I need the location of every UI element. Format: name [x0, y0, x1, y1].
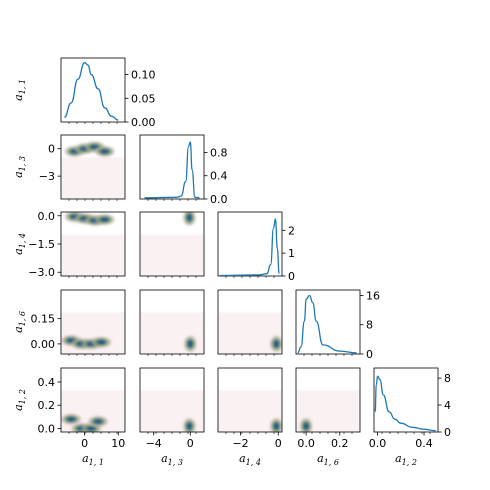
xtick-label-1-0: −4 — [146, 437, 162, 450]
ytick-label-1-0: 0 — [48, 143, 55, 156]
ytick-label-2-2: −3.0 — [28, 266, 55, 279]
joint-density-2-0 — [61, 212, 125, 276]
ytick-label-3-1: 0.00 — [31, 338, 56, 351]
yaxis-label-3: a1, 6 — [12, 311, 27, 333]
marginal-ytick-label-1-0: 0.0 — [210, 193, 228, 206]
marginal-ytick-label-0-2: 0.10 — [131, 69, 156, 82]
marginal-ytick-label-3-0: 0 — [366, 348, 373, 361]
marginal-ytick-label-2-0: 0 — [288, 270, 295, 283]
xtick-label-2-0: −2 — [232, 437, 248, 450]
xtick-label-0-1: 10 — [111, 437, 125, 450]
marginal-ytick-label-3-1: 8 — [366, 319, 373, 332]
marginal-ytick-label-4-1: 4 — [444, 399, 451, 412]
marginal-curve-1 — [144, 141, 200, 199]
joint-density-4-2 — [218, 390, 282, 432]
joint-density-2-1 — [140, 212, 204, 276]
marginal-ytick-label-2-2: 2 — [288, 224, 295, 237]
panel-frame-4-4 — [373, 367, 439, 433]
density-blob-4-1-0 — [182, 417, 197, 432]
density-blob-4-0-3 — [87, 415, 110, 428]
xtick-label-3-1: 0.2 — [331, 437, 349, 450]
joint-density-3-1 — [140, 312, 204, 354]
density-blob-4-2-0 — [269, 417, 282, 432]
marginal-ytick-label-1-2: 0.8 — [210, 146, 228, 159]
ticks-layer: 0.000.050.100−30.00.40.80.0−1.5−3.0 0120.… — [28, 69, 451, 450]
density-blob-2-1-0 — [182, 212, 197, 227]
density-blob-3-2-0 — [269, 334, 282, 353]
xaxis-label-4: a1, 2 — [395, 452, 417, 467]
marginal-curve-3 — [297, 294, 357, 354]
marginal-ytick-label-0-0: 0.00 — [131, 116, 156, 129]
xtick-label-2-1: 0 — [275, 437, 282, 450]
yaxis-label-4: a1, 2 — [12, 389, 27, 411]
density-blob-1-0-3 — [93, 145, 116, 158]
panel-frame-0-0 — [60, 57, 126, 123]
xaxis-label-3: a1, 6 — [317, 452, 339, 467]
xtick-label-4-0: 0.0 — [369, 437, 387, 450]
marginal-ytick-label-1-1: 0.4 — [210, 170, 228, 183]
xtick-label-3-0: 0.0 — [297, 437, 315, 450]
density-blob-3-1-0 — [183, 334, 198, 353]
xtick-label-0-0: 0 — [81, 437, 88, 450]
yaxis-label-1: a1, 3 — [12, 156, 27, 178]
joint-density-1-0 — [61, 140, 125, 199]
marginal-ytick-label-0-1: 0.05 — [131, 92, 156, 105]
ytick-label-4-2: 0.0 — [38, 423, 56, 436]
density-blob-4-3-0 — [299, 417, 314, 432]
joint-density-4-0 — [61, 390, 125, 432]
marginal-curves — [64, 62, 436, 432]
ytick-label-1-1: −3 — [39, 170, 55, 183]
axis-labels-layer: a1, 1 a1, 3 a1, 4 a1, 6 a1, 1 a1, 2 a1, 3 a1, 4… — [12, 79, 417, 467]
marginal-curve-0 — [64, 62, 119, 121]
ytick-label-2-0: 0.0 — [38, 210, 56, 223]
yaxis-label-2: a1, 4 — [12, 233, 27, 255]
ytick-label-4-0: 0.4 — [38, 376, 56, 389]
xaxis-label-0: a1, 1 — [82, 452, 104, 467]
marginal-ytick-label-4-2: 8 — [444, 372, 451, 385]
xaxis-label-1: a1, 3 — [161, 452, 183, 467]
yaxis-label-0: a1, 1 — [12, 79, 27, 101]
density-blob-3-0-3 — [90, 336, 113, 349]
marginal-curve-2 — [219, 218, 280, 276]
ytick-label-3-0: 0.15 — [31, 313, 56, 326]
density-layer — [61, 140, 360, 432]
xtick-label-4-1: 0.4 — [415, 437, 433, 450]
xtick-label-1-1: 0 — [187, 437, 194, 450]
marginal-curve-4 — [374, 375, 436, 432]
joint-density-3-2 — [218, 312, 282, 354]
joint-density-3-0 — [61, 312, 125, 354]
density-blob-4-0-0 — [61, 413, 83, 426]
xaxis-label-2: a1, 4 — [239, 452, 261, 467]
marginal-ytick-label-2-1: 1 — [288, 247, 295, 260]
marginal-ytick-label-3-2: 16 — [366, 289, 380, 302]
joint-density-4-1 — [140, 390, 204, 432]
density-blob-2-0-3 — [93, 213, 116, 226]
joint-density-4-3 — [296, 390, 360, 432]
ytick-label-2-1: −1.5 — [28, 238, 55, 251]
marginal-ytick-label-4-0: 0 — [444, 426, 451, 439]
ytick-label-4-1: 0.2 — [38, 399, 56, 412]
